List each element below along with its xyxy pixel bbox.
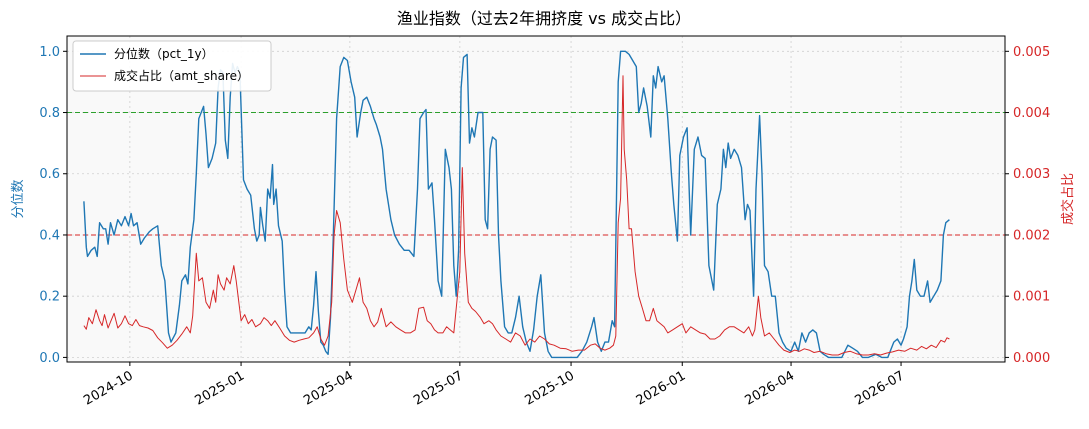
y-right-tick-label: 0.000 (1013, 351, 1050, 366)
y-right-tick-label: 0.003 (1013, 167, 1050, 182)
y-right-tick-label: 0.004 (1013, 106, 1050, 121)
x-tick-label: 2025-04 (301, 368, 356, 408)
plot-frame (66, 35, 1006, 363)
x-tick-label: 2026-07 (852, 368, 907, 408)
x-tick-label: 2025-01 (193, 368, 248, 408)
y-left-tick-label: 0.0 (39, 351, 60, 366)
series-line-amt (83, 75, 950, 356)
legend-label-amt: 成交占比（amt_share） (114, 68, 249, 83)
legend-label-pct: 分位数（pct_1y） (114, 46, 214, 61)
y-left-tick-label: 1.0 (39, 45, 60, 60)
y-right-tick-label: 0.002 (1013, 228, 1050, 243)
x-tick-label: 2025-07 (411, 368, 466, 408)
x-tick-label: 2024-10 (81, 368, 136, 408)
y-left-axis: 0.0 0.2 0.4 0.6 0.8 1.0 (39, 45, 67, 366)
y-right-axis-label: 成交占比 (1060, 173, 1076, 225)
legend-box (72, 40, 272, 92)
y-right-tick-label: 0.001 (1013, 290, 1050, 305)
y-right-axis: 0.000 0.001 0.002 0.003 0.004 0.005 (1005, 45, 1050, 366)
x-tick-label: 2026-04 (742, 368, 797, 408)
y-left-tick-label: 0.6 (39, 167, 60, 182)
x-tick-label: 2025-10 (523, 368, 578, 408)
y-left-tick-label: 0.4 (39, 228, 60, 243)
y-left-axis-label: 分位数 (11, 179, 26, 218)
reference-lines (67, 112, 1005, 236)
y-left-tick-label: 0.8 (39, 106, 60, 121)
y-left-tick-label: 0.2 (39, 290, 60, 305)
chart-title: 渔业指数（过去2年拥挤度 vs 成交占比） (397, 9, 691, 28)
y-right-tick-label: 0.005 (1013, 45, 1050, 60)
x-axis: 2024-10 2025-01 2025-04 2025-07 2025-10 2026-… (81, 362, 907, 409)
x-tick-label: 2026-01 (634, 368, 689, 408)
legend: 分位数（pct_1y） 成交占比（amt_share） (72, 40, 272, 92)
